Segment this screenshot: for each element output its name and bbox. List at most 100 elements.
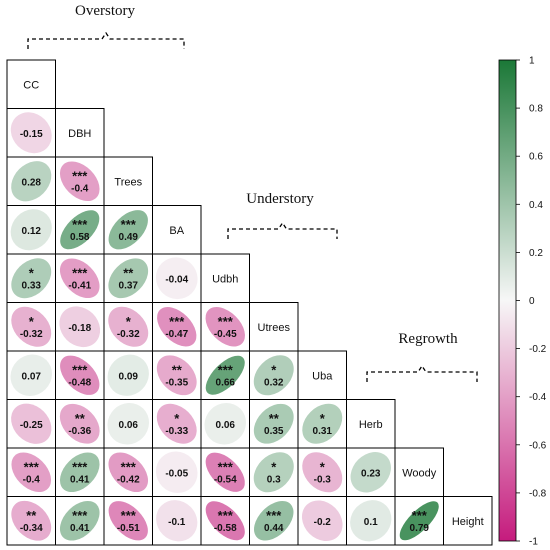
colorbar-tick-label: -0.6	[529, 440, 547, 451]
correlation-value: -0.18	[68, 323, 91, 334]
correlation-ellipse	[204, 402, 247, 445]
variable-label-cc: CC	[23, 79, 39, 91]
significance-stars: ***	[218, 508, 234, 523]
correlation-ellipse	[11, 500, 52, 541]
correlation-value: 0.09	[119, 371, 139, 382]
group-bracket-overstory	[27, 31, 185, 49]
variable-label-udbh: Udbh	[212, 273, 238, 285]
significance-stars: ***	[72, 362, 88, 377]
colorbar-tick-label: 1	[529, 56, 535, 67]
colorbar-tick-label: 0	[529, 296, 535, 307]
correlation-value: 0.41	[70, 523, 90, 534]
correlation-ellipse	[11, 161, 52, 202]
group-title-understory: Understory	[246, 191, 314, 207]
correlation-ellipse	[302, 403, 343, 444]
correlation-ellipse	[155, 257, 198, 300]
correlation-value: -0.41	[68, 280, 91, 291]
significance-stars: ***	[72, 217, 88, 232]
colorbar-tick-label: 0.6	[529, 152, 543, 163]
variable-label-ba: BA	[169, 225, 184, 237]
correlation-ellipse	[156, 355, 197, 396]
correlation-value: 0.58	[70, 232, 90, 243]
significance-stars: *	[271, 459, 277, 474]
group-bracket-understory	[227, 221, 338, 239]
correlation-value: -0.33	[165, 426, 188, 437]
correlation-value: -0.05	[165, 468, 188, 479]
correlation-ellipse	[10, 354, 52, 396]
correlation-ellipse	[108, 452, 149, 493]
correlation-value: -0.35	[165, 377, 188, 388]
correlation-value: 0.44	[264, 523, 284, 534]
correlation-ellipse	[108, 258, 149, 299]
significance-stars: *	[29, 265, 35, 280]
colorbar-tick-label: 0.4	[529, 200, 543, 211]
correlation-ellipse	[60, 355, 100, 395]
correlation-ellipse	[11, 258, 52, 299]
correlation-ellipse	[59, 500, 100, 541]
correlation-value: -0.1	[168, 517, 186, 528]
correlation-value: -0.3	[314, 474, 332, 485]
significance-stars: ***	[121, 508, 137, 523]
correlation-ellipse	[205, 501, 245, 541]
correlation-ellipse	[59, 161, 100, 202]
correlation-ellipse	[59, 306, 101, 348]
correlation-ellipse	[350, 452, 391, 493]
correlation-ellipse	[108, 210, 148, 250]
group-bracket-regrowth	[366, 364, 478, 382]
correlation-value: -0.45	[214, 329, 237, 340]
significance-stars: **	[123, 265, 134, 280]
significance-stars: ***	[412, 508, 428, 523]
correlation-ellipse	[155, 451, 198, 494]
correlation-value: -0.25	[20, 420, 43, 431]
correlation-ellipse	[301, 500, 343, 542]
correlation-ellipse	[108, 306, 149, 347]
correlation-ellipse	[205, 452, 245, 492]
correlation-ellipse	[107, 402, 150, 445]
significance-stars: *	[320, 411, 326, 426]
correlation-value: -0.15	[20, 129, 43, 140]
correlation-value: -0.2	[314, 517, 332, 528]
correlation-value: 0.37	[119, 280, 139, 291]
correlation-ellipse	[350, 500, 392, 542]
correlation-value: 0.07	[22, 371, 42, 382]
significance-stars: ***	[266, 508, 282, 523]
correlation-value: 0.41	[70, 474, 90, 485]
significance-stars: *	[320, 459, 326, 474]
correlation-ellipse	[60, 210, 100, 250]
correlation-value: -0.34	[20, 523, 43, 534]
correlation-value: -0.4	[71, 183, 89, 194]
correlation-ellipse	[59, 403, 100, 444]
correlation-value: -0.32	[20, 329, 43, 340]
correlation-value: 0.06	[119, 420, 139, 431]
correlation-value: 0.33	[22, 280, 42, 291]
correlation-value: 0.23	[361, 468, 381, 479]
correlation-ellipse	[253, 355, 294, 396]
group-title-overstory: Overstory	[75, 3, 135, 19]
correlation-value: -0.54	[214, 474, 237, 485]
correlation-value: 0.3	[267, 474, 281, 485]
significance-stars: **	[172, 362, 183, 377]
correlation-ellipse	[253, 452, 294, 493]
correlation-value: -0.36	[68, 426, 91, 437]
correlation-ellipse	[253, 403, 294, 444]
correlation-ellipse	[11, 403, 52, 444]
correlation-value: 0.1	[364, 517, 378, 528]
significance-stars: ***	[121, 459, 137, 474]
correlation-ellipse	[108, 501, 148, 541]
significance-stars: ***	[72, 168, 88, 183]
significance-stars: ***	[72, 265, 88, 280]
significance-stars: *	[271, 362, 277, 377]
correlation-value: -0.4	[23, 474, 41, 485]
correlation-value: 0.32	[264, 377, 284, 388]
significance-stars: ***	[72, 459, 88, 474]
correlation-ellipse	[302, 452, 343, 493]
significance-stars: ***	[218, 362, 234, 377]
group-title-regrowth: Regrowth	[398, 331, 458, 347]
significance-stars: ***	[72, 508, 88, 523]
correlation-ellipse	[10, 209, 52, 251]
correlation-value: 0.35	[264, 426, 284, 437]
significance-stars: **	[26, 508, 37, 523]
matrix-grid	[6, 59, 493, 546]
colorbar-tick-label: 0.8	[529, 104, 543, 115]
correlation-value: -0.32	[117, 329, 140, 340]
